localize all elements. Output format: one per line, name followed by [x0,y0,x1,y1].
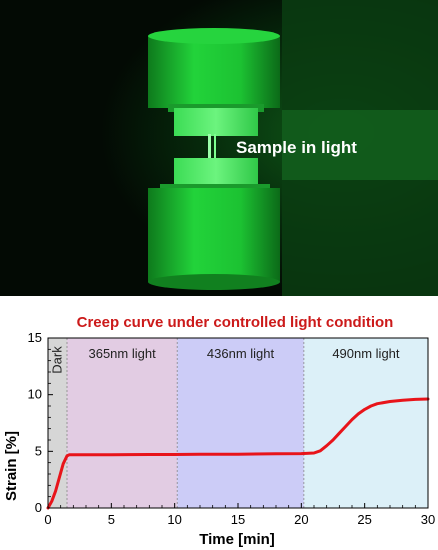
lower-grip-rim [160,184,270,190]
lower-grip [148,188,280,282]
sample-strip-left [208,134,211,160]
upper-grip-top [148,28,280,44]
upper-clamp [174,108,258,136]
region-label-3: 490nm light [332,346,400,361]
region-1 [67,338,178,508]
photo-label: Sample in light [236,138,357,157]
sample-strip-right [214,134,216,160]
lower-grip-bottom [148,274,280,290]
plot-frame [47,337,429,509]
x-tick-label-0: 0 [44,512,51,527]
region-label-1: 365nm light [88,346,156,361]
region-3 [303,338,428,508]
x-axis-title: Time [min] [199,531,275,548]
x-tick-label-5: 25 [357,512,371,527]
y-axis-title: Strain [%] [3,431,20,501]
y-tick-label-0: 0 [35,500,42,515]
chart-title: Creep curve under controlled light condi… [77,314,394,331]
strain-line-0 [46,397,430,510]
x-tick-label-4: 20 [294,512,308,527]
x-tick-label-3: 15 [231,512,245,527]
side-frame-arm [282,110,438,180]
axes-frame [47,337,429,509]
y-tick-label-1: 5 [35,443,42,458]
strain-series [46,397,430,510]
x-tick-label-1: 5 [108,512,115,527]
upper-grip [148,36,280,108]
region-label-2: 436nm light [207,346,275,361]
y-tick-label-3: 15 [28,330,42,345]
light-regions: Dark 365nm light 436nm light 490nm light [48,338,428,508]
lower-clamp [174,158,258,186]
y-tick-label-2: 10 [28,387,42,402]
region-2 [177,338,304,508]
region-label-0: Dark [50,346,65,374]
sample-photo: Sample in light [0,0,438,296]
axis-ticks: 0 5 10 15 20 25 30 0 5 10 15 [28,330,436,527]
x-tick-label-2: 10 [167,512,181,527]
x-tick-label-6: 30 [421,512,435,527]
creep-chart: Dark 365nm light 436nm light 490nm light 0 5… [3,314,436,548]
